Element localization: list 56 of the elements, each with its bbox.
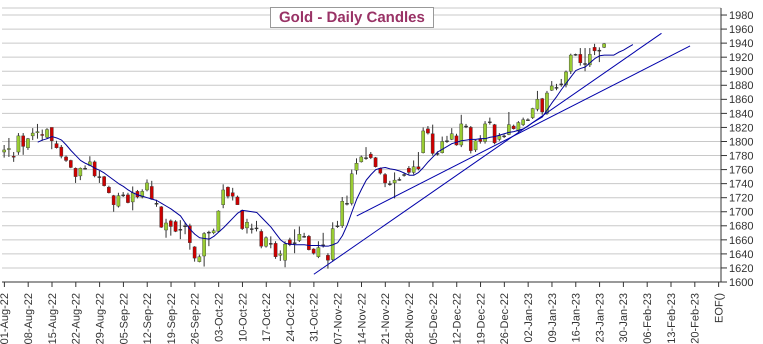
- y-tick-label: 1720: [729, 192, 754, 205]
- x-tick-label: 12-Dec-22: [452, 293, 464, 344]
- x-tick-label: 28-Nov-22: [404, 293, 416, 344]
- y-tick-label: 1940: [729, 38, 754, 50]
- x-tick-label: 10-Oct-22: [237, 293, 250, 342]
- x-tick-label: 17-Oct-22: [261, 293, 274, 342]
- x-tick-label: 30-Jan-23: [618, 293, 630, 343]
- y-tick-label: 1760: [729, 164, 754, 176]
- y-tick-label: 1960: [729, 24, 754, 36]
- y-tick-label: 1880: [729, 80, 754, 92]
- y-tick-label: 1600: [729, 276, 754, 289]
- x-tick-label: 14-Nov-22: [356, 293, 368, 344]
- candlestick: [354, 158, 358, 176]
- y-tick-label: 1860: [729, 94, 754, 106]
- x-tick-label: 13-Feb-23: [666, 293, 678, 344]
- y-tick-label: 1900: [729, 66, 754, 78]
- x-tick-label: 06-Feb-23: [642, 293, 654, 344]
- y-tick-label: 1820: [729, 122, 754, 134]
- x-tick-label: 20-Feb-23: [690, 293, 702, 344]
- x-tick-label: 19-Sep-22: [166, 293, 178, 344]
- y-tick-label: 1620: [729, 262, 754, 275]
- x-tick-label: 05-Dec-22: [428, 293, 440, 344]
- y-tick-label: 1840: [729, 108, 754, 120]
- y-tick-label: 1700: [729, 206, 754, 219]
- y-tick-label: 1740: [729, 178, 754, 191]
- x-tick-label: EOF(): [713, 293, 726, 323]
- x-tick-label: 22-Aug-22: [70, 293, 83, 344]
- candlestick: [236, 195, 240, 206]
- x-tick-label: 23-Jan-23: [594, 293, 606, 343]
- candlestick: [12, 152, 16, 162]
- x-tick-label: 24-Oct-22: [284, 293, 297, 342]
- x-tick-label: 02-Jan-23: [523, 293, 536, 343]
- y-tick-label: 1980: [729, 10, 754, 22]
- x-tick-label: 16-Jan-23: [570, 293, 583, 343]
- x-tick-label: 01-Aug-22: [0, 293, 12, 344]
- x-tick-label: 19-Dec-22: [475, 293, 488, 344]
- x-tick-label: 03-Oct-22: [214, 293, 226, 342]
- y-tick-label: 1640: [729, 248, 754, 261]
- x-tick-label: 31-Oct-22: [308, 293, 321, 342]
- x-tick-label: 15-Aug-22: [46, 293, 59, 344]
- x-tick-label: 29-Aug-22: [94, 293, 106, 344]
- y-tick-label: 1660: [729, 234, 754, 247]
- x-tick-label: 26-Dec-22: [499, 293, 512, 344]
- y-tick-label: 1800: [729, 136, 754, 148]
- x-tick-label: 08-Aug-22: [23, 293, 36, 344]
- x-tick-label: 05-Sep-22: [118, 293, 130, 344]
- x-tick-label: 26-Sep-22: [190, 293, 202, 344]
- y-tick-label: 1920: [729, 52, 754, 64]
- x-tick-label: 12-Sep-22: [142, 293, 154, 344]
- candlestick: [383, 172, 387, 188]
- y-tick-label: 1780: [729, 150, 754, 162]
- x-tick-label: 21-Nov-22: [380, 293, 392, 344]
- chart-title: Gold - Daily Candles: [270, 7, 434, 28]
- x-tick-label: 07-Nov-22: [332, 293, 345, 344]
- y-tick-label: 1680: [729, 220, 754, 233]
- x-tick-label: 09-Jan-23: [546, 293, 559, 343]
